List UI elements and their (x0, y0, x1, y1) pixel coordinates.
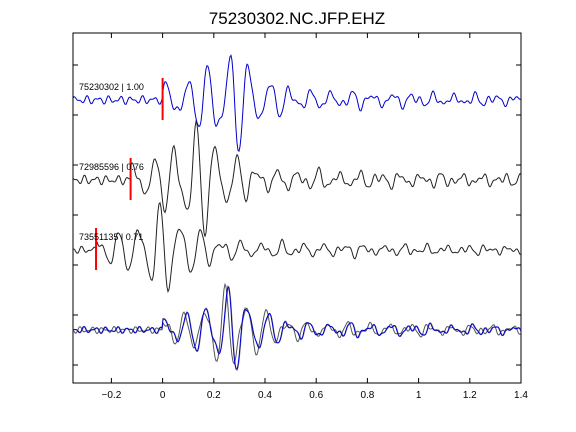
trace-label-3: 73551135 | 0.71 (79, 232, 143, 242)
trace-line-2 (72, 119, 522, 237)
x-tick-label: 0.8 (360, 390, 374, 401)
x-tick-label: 0.4 (258, 390, 272, 401)
overlay-line-3 (72, 285, 522, 370)
traces-group: 75230302 | 1.00 72985596 | 0.76 73551135 |… (72, 54, 522, 293)
x-axis-ticks: −0.2 0 0.2 0.4 0.6 0.8 1 1.2 1.4 (102, 33, 528, 401)
x-tick-label: 1 (416, 390, 422, 401)
x-tick-label: 0 (160, 390, 166, 401)
x-tick-label: 0.2 (207, 390, 221, 401)
x-tick-label: 1.4 (514, 390, 528, 401)
x-tick-label: −0.2 (102, 390, 122, 401)
trace-label-1: 75230302 | 1.00 (79, 82, 144, 92)
trace-line-3 (72, 201, 522, 293)
trace-line-1 (72, 54, 522, 153)
trace-label-2: 72985596 | 0.76 (79, 162, 144, 172)
y-axis-ticks (73, 64, 521, 366)
x-tick-label: 1.2 (463, 390, 477, 401)
x-tick-label: 0.6 (309, 390, 323, 401)
chart-title: 75230302.NC.JFP.EHZ (209, 9, 385, 28)
overlay-line-2 (72, 282, 522, 365)
overlay-group (72, 282, 522, 372)
plot-frame (72, 32, 522, 384)
